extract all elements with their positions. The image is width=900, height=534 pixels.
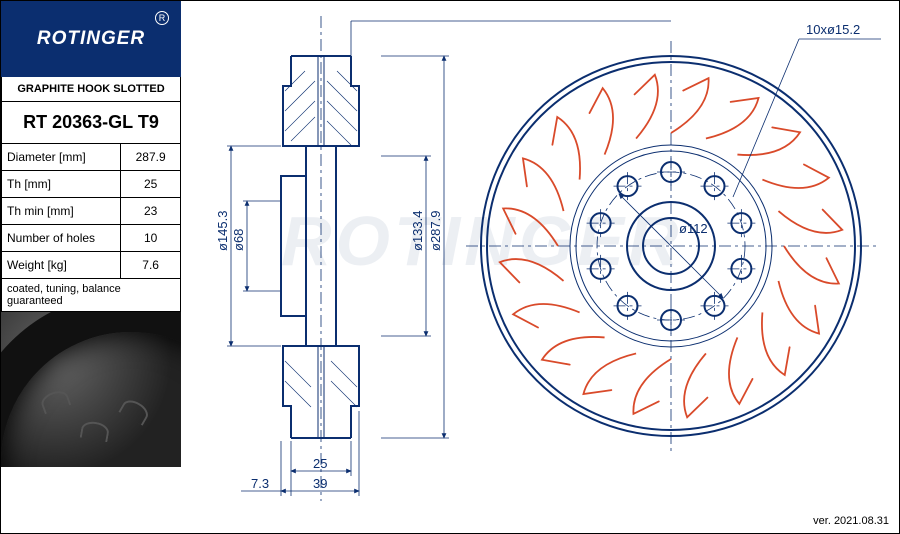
technical-drawing: ø145.3 ø68 ø133.4 ø287.9 25 39 7.3 [181,1,900,525]
svg-text:10xø15.2: 10xø15.2 [806,22,860,37]
registered-icon: R [155,11,169,25]
product-subtitle: GRAPHITE HOOK SLOTTED [1,77,181,102]
table-row: Weight [kg]7.6 [2,252,181,279]
part-number: RT 20363-GL T9 [1,102,181,144]
bolt-callout: 10xø15.2 [733,22,881,197]
product-note: coated, tuning, balance guaranteed [1,279,181,312]
table-row: Diameter [mm]287.9 [2,144,181,171]
svg-text:ø145.3: ø145.3 [215,211,230,251]
table-row: Th [mm]25 [2,171,181,198]
svg-text:ø112: ø112 [679,221,708,236]
svg-text:7.3: 7.3 [251,476,269,491]
brand-name: ROTINGER [37,28,145,50]
svg-text:ø68: ø68 [231,229,246,251]
svg-text:39: 39 [313,476,327,491]
product-photo [1,312,181,467]
spec-table: Diameter [mm]287.9 Th [mm]25 Th min [mm]… [1,144,181,279]
table-row: Th min [mm]23 [2,198,181,225]
svg-text:25: 25 [313,456,327,471]
version-label: ver. 2021.08.31 [813,515,889,527]
table-row: Number of holes10 [2,225,181,252]
svg-text:ø287.9: ø287.9 [428,211,443,251]
svg-text:ø133.4: ø133.4 [410,211,425,251]
brand-logo: ROTINGER R [1,1,181,77]
